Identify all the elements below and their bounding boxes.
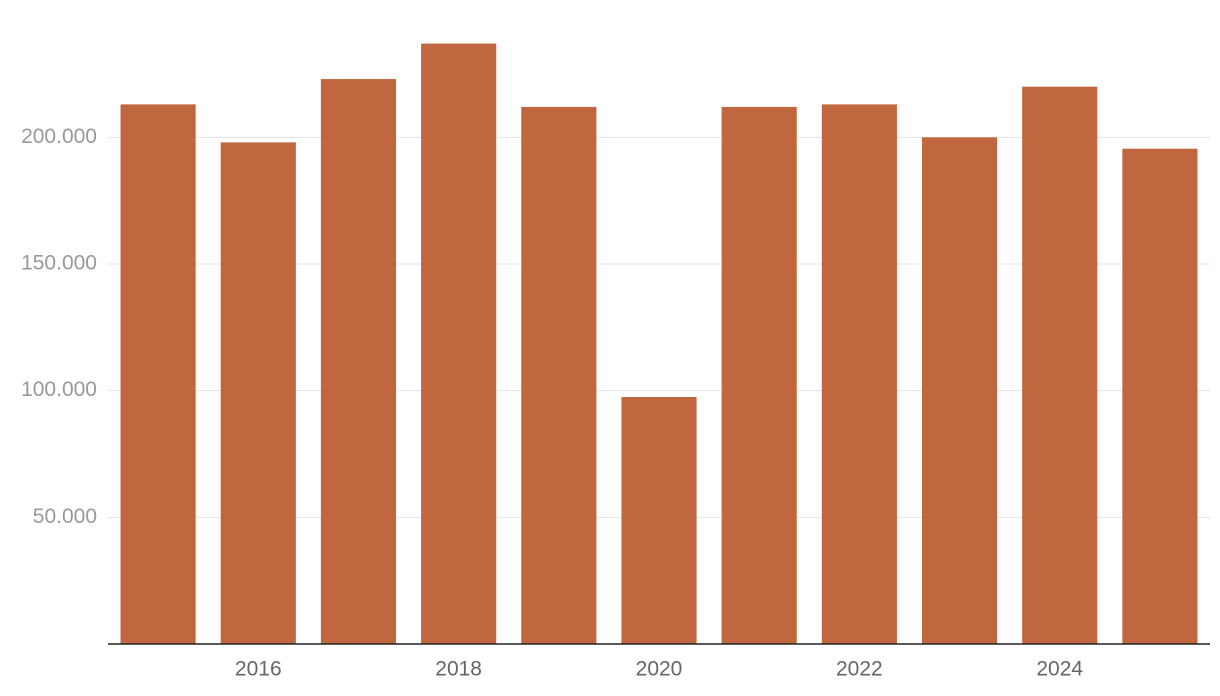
bar	[421, 43, 497, 644]
y-tick-label: 50.000	[33, 505, 97, 528]
y-tick-label: 200.000	[21, 125, 97, 148]
bar	[621, 396, 697, 644]
bar	[320, 79, 397, 644]
x-tick-label: 2024	[1036, 658, 1083, 681]
bar	[921, 137, 998, 644]
bar	[120, 104, 196, 644]
y-tick-label: 100.000	[21, 378, 97, 401]
bar	[521, 106, 597, 645]
x-tick-label: 2016	[235, 658, 282, 681]
bar	[1122, 148, 1198, 644]
x-tick-label: 2020	[636, 658, 683, 681]
bar	[1022, 86, 1098, 645]
x-tick-label: 2018	[435, 658, 482, 681]
y-tick-label: 150.000	[21, 252, 97, 275]
bar	[821, 104, 897, 644]
x-tick-label: 2022	[836, 658, 883, 681]
bar	[220, 142, 296, 645]
bar	[721, 106, 797, 645]
